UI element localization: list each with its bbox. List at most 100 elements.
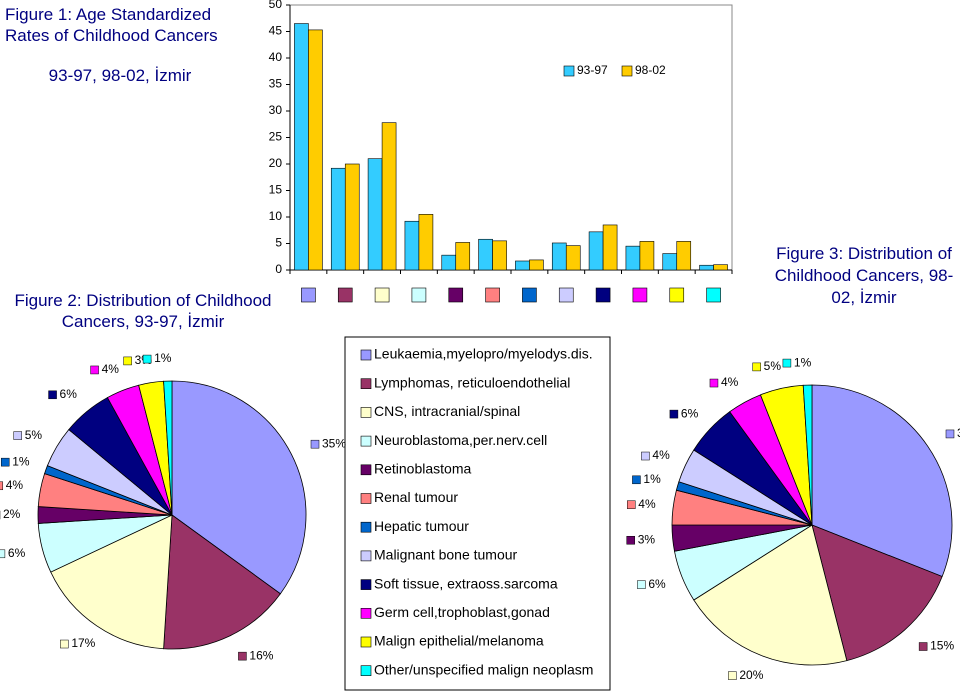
label-key (627, 500, 636, 509)
bar (565, 245, 581, 271)
bar (441, 254, 457, 271)
y-tick-label: 40 (269, 50, 283, 64)
slice-label: 1% (794, 355, 812, 369)
slice-label: 15% (930, 639, 954, 653)
bar (404, 220, 420, 271)
pie-slice (802, 384, 813, 526)
category-swatch (595, 287, 611, 303)
slice-label: 16% (249, 648, 273, 662)
slice-label: 4% (102, 362, 120, 376)
bar (639, 241, 655, 271)
slice-label: 4% (638, 497, 656, 511)
legend-swatch (563, 65, 575, 77)
slice-label: 4% (652, 448, 670, 462)
y-tick-label: 10 (269, 209, 283, 223)
y-tick-label: 30 (269, 103, 283, 117)
category-legend-label: Malignant bone tumour (374, 547, 518, 563)
slice-label: 20% (739, 668, 763, 682)
label-key (945, 429, 955, 439)
label-key (310, 439, 320, 449)
bar (515, 260, 530, 271)
y-tick-label: 20 (269, 156, 283, 170)
category-legend-label: Malign epithelial/melanoma (374, 633, 544, 649)
label-key (238, 651, 247, 661)
label-key (90, 365, 99, 375)
label-key (48, 390, 57, 400)
category-legend-swatch (360, 665, 372, 677)
category-legend-swatch (360, 407, 372, 418)
category-swatch (411, 287, 427, 303)
category-legend-swatch (360, 636, 372, 648)
category-legend-swatch (360, 378, 372, 390)
slice-label: 6% (681, 406, 699, 420)
bar (381, 122, 397, 271)
label-key (641, 451, 650, 461)
bar (662, 253, 678, 271)
category-legend-label: Hepatic tumour (374, 518, 469, 534)
label-key (142, 354, 152, 364)
bar (699, 264, 714, 271)
slice-label: 1% (643, 472, 661, 486)
category-legend-swatch (360, 435, 372, 447)
label-key (0, 481, 4, 491)
bar (330, 167, 346, 271)
pie-slice (171, 380, 307, 595)
label-key (60, 639, 69, 649)
y-tick-label: 5 (275, 236, 282, 250)
category-legend-label: CNS, intracranial/spinal (374, 403, 520, 419)
bar (551, 242, 567, 271)
slice-label: 6% (648, 577, 666, 591)
y-tick-label: 0 (275, 262, 282, 276)
slice-label: 3% (638, 532, 656, 546)
slice-label: 5% (764, 359, 782, 373)
category-legend-label: Lymphomas, reticuloendothelial (374, 374, 570, 390)
bar (294, 23, 309, 271)
category-legend-swatch (360, 521, 372, 533)
label-key (626, 535, 635, 545)
label-key (123, 356, 132, 366)
category-swatch (337, 287, 353, 303)
bar (308, 29, 323, 271)
slice-label: 1% (154, 351, 172, 365)
label-key (669, 409, 679, 419)
label-key (637, 580, 646, 589)
slice-label: 31% (957, 426, 960, 440)
bar (625, 245, 641, 271)
plot-area (289, 4, 733, 271)
bar (529, 259, 544, 271)
bar (602, 224, 618, 271)
y-tick-label: 45 (269, 24, 283, 38)
slice-label: 6% (60, 387, 78, 401)
bar (478, 238, 493, 271)
label-key (709, 378, 719, 388)
y-tick-label: 50 (269, 0, 283, 11)
legend-swatch (621, 65, 633, 77)
category-legend-swatch (360, 550, 372, 562)
pie-slice (811, 384, 953, 578)
label-key (632, 475, 641, 485)
bar (713, 264, 728, 271)
category-swatch (448, 287, 464, 303)
category-legend-label: Renal tumour (374, 489, 458, 505)
category-legend-label: Other/unspecified malign neoplasm (374, 661, 593, 677)
category-swatch (522, 287, 537, 303)
category-legend-label: Neuroblastoma,per.nerv.cell (374, 432, 547, 448)
label-key (728, 671, 737, 680)
y-tick-label: 25 (269, 130, 283, 144)
y-tick-label: 15 (269, 183, 283, 197)
category-swatch (632, 287, 648, 303)
slice-label: 4% (6, 478, 24, 492)
figure-2-title: Figure 2: Distribution of Childhood Canc… (14, 291, 272, 331)
slice-label: 5% (25, 428, 43, 442)
slice-label: 6% (8, 546, 26, 560)
category-swatch (558, 287, 574, 303)
slice-label: 35% (322, 436, 346, 450)
legend-label: 98-02 (635, 63, 666, 77)
legend-label: 93-97 (577, 63, 608, 77)
label-key (752, 362, 761, 372)
category-swatch (485, 287, 500, 303)
category-legend-swatch (360, 493, 372, 504)
category-legend-label: Soft tissue, extraoss.sarcoma (374, 575, 558, 591)
